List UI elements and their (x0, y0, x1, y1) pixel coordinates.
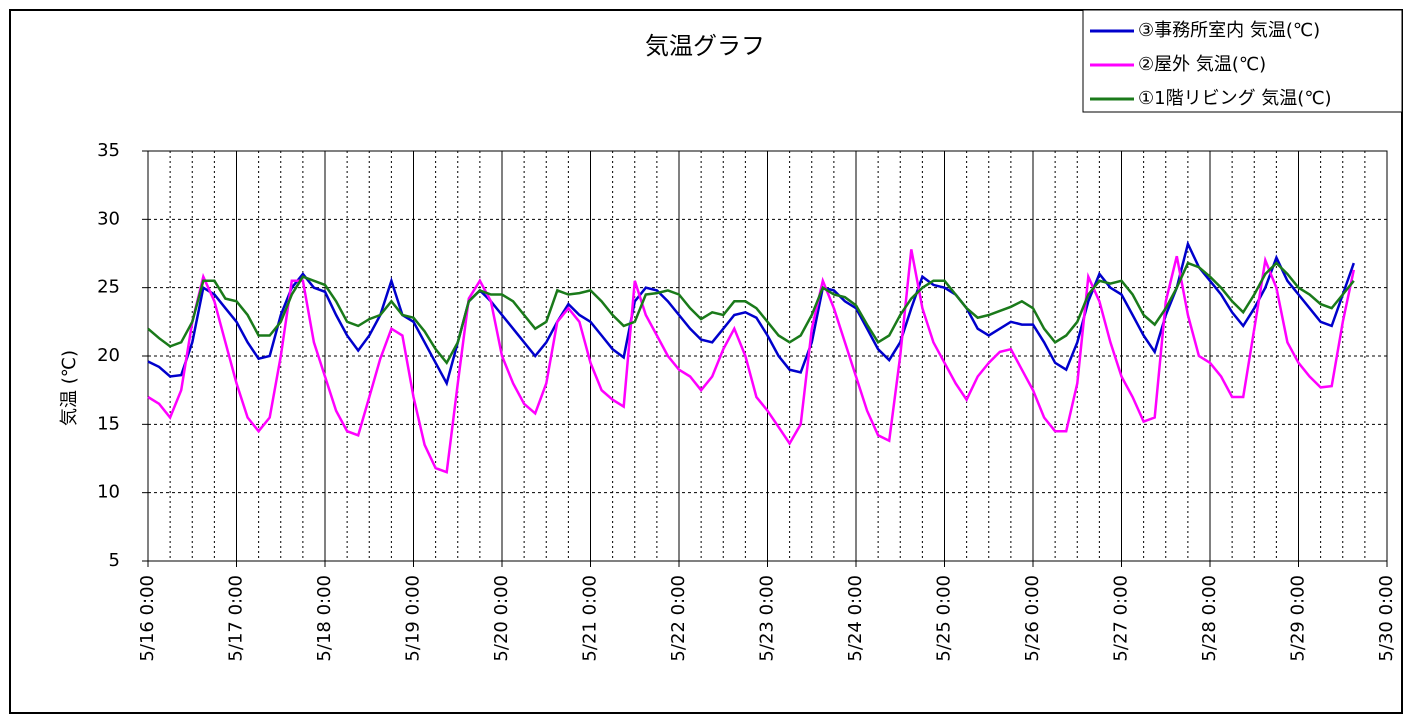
x-tick-label: 5/25 0:00 (934, 575, 955, 662)
series-line (147, 249, 1356, 474)
y-tick-label: 35 (97, 140, 120, 161)
series-line (147, 240, 1355, 387)
plot-border (147, 150, 1388, 562)
x-tick-label: 5/23 0:00 (757, 575, 778, 662)
x-tick-label: 5/27 0:00 (1111, 575, 1132, 662)
y-tick-label: 15 (97, 413, 120, 434)
x-tick-label: 5/18 0:00 (314, 575, 335, 662)
legend-box (1082, 9, 1403, 113)
x-tick-label: 5/20 0:00 (491, 575, 512, 662)
chart-title: 気温グラフ (645, 32, 765, 60)
x-tick-label: 5/21 0:00 (580, 575, 601, 662)
legend-label: ①1階リビング 気温(℃) (1138, 88, 1332, 109)
y-tick-label: 5 (109, 550, 120, 571)
x-tick-label: 5/24 0:00 (845, 575, 866, 662)
x-tick-label: 5/16 0:00 (137, 575, 158, 662)
x-tick-label: 5/26 0:00 (1022, 575, 1043, 662)
legend-label: ③事務所室内 気温(℃) (1138, 20, 1320, 41)
y-tick-label: 30 (97, 208, 120, 229)
y-tick-label: 10 (97, 482, 120, 503)
legend-label: ②屋外 気温(℃) (1138, 54, 1266, 75)
x-tick-label: 5/30 0:00 (1376, 575, 1397, 662)
y-axis-label: 気温 (℃) (59, 350, 80, 426)
series-line (147, 261, 1355, 366)
x-tick-label: 5/28 0:00 (1199, 575, 1220, 662)
x-tick-label: 5/17 0:00 (226, 575, 247, 662)
x-tick-label: 5/19 0:00 (403, 575, 424, 662)
x-tick-label: 5/22 0:00 (668, 575, 689, 662)
x-tick-label: 5/29 0:00 (1288, 575, 1309, 662)
y-tick-label: 20 (97, 345, 120, 366)
y-tick-label: 25 (97, 277, 120, 298)
